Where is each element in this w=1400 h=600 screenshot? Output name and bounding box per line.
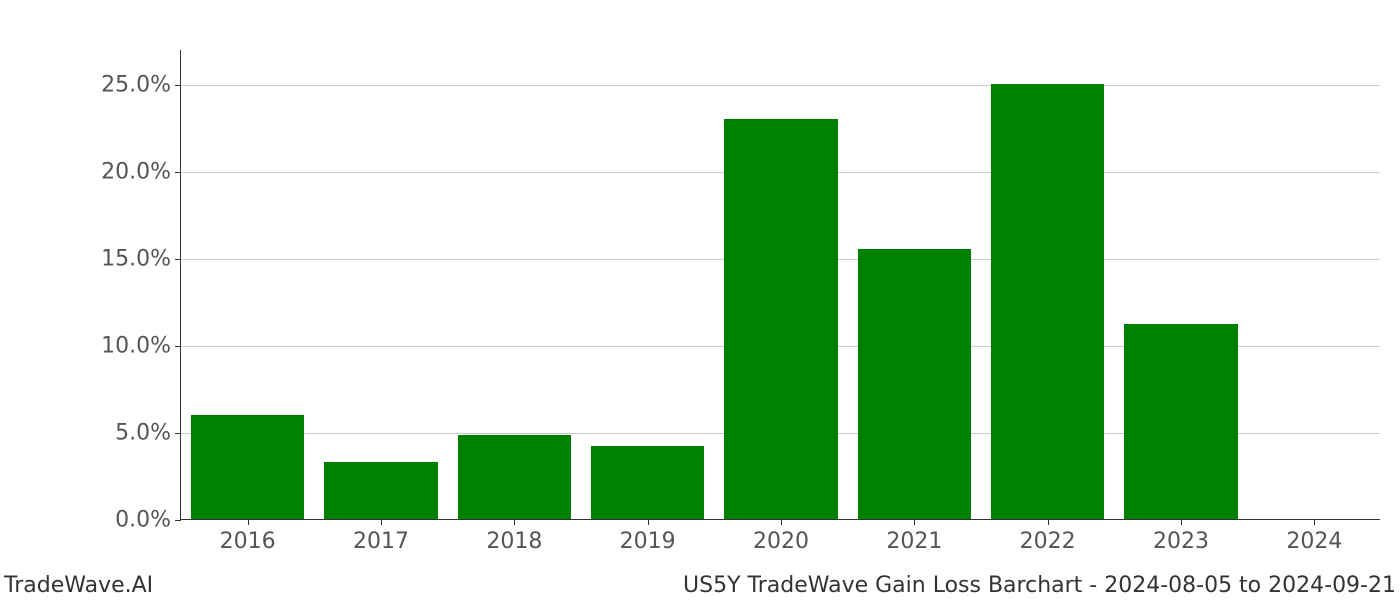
xtick-label: 2018 xyxy=(486,519,542,554)
footer-caption-text: US5Y TradeWave Gain Loss Barchart - 2024… xyxy=(683,573,1396,598)
bar xyxy=(324,462,437,519)
xtick-label: 2023 xyxy=(1153,519,1209,554)
xtick-label: 2021 xyxy=(886,519,942,554)
ytick-label: 25.0% xyxy=(101,72,181,97)
ytick-label: 15.0% xyxy=(101,246,181,271)
xtick-label: 2016 xyxy=(220,519,276,554)
ytick-label: 0.0% xyxy=(115,508,181,533)
xtick-label: 2017 xyxy=(353,519,409,554)
xtick-label: 2024 xyxy=(1286,519,1342,554)
ytick-label: 20.0% xyxy=(101,159,181,184)
xtick-label: 2019 xyxy=(620,519,676,554)
bar xyxy=(191,415,304,519)
gridline xyxy=(181,85,1380,86)
bar xyxy=(858,249,971,519)
footer-brand-text: TradeWave.AI xyxy=(4,573,153,598)
plot-area: 0.0%5.0%10.0%15.0%20.0%25.0%201620172018… xyxy=(180,50,1380,520)
bar xyxy=(458,435,571,519)
ytick-label: 5.0% xyxy=(115,420,181,445)
bar xyxy=(1124,324,1237,519)
chart-container: 0.0% 5.0% 10.0% 15.0% 20.0% 25.0% 2016 2017 2018… xyxy=(0,0,1400,600)
xtick-label: 2022 xyxy=(1020,519,1076,554)
ytick-label: 10.0% xyxy=(101,333,181,358)
bar xyxy=(724,119,837,519)
bar xyxy=(591,446,704,519)
bar xyxy=(991,84,1104,519)
xtick-label: 2020 xyxy=(753,519,809,554)
